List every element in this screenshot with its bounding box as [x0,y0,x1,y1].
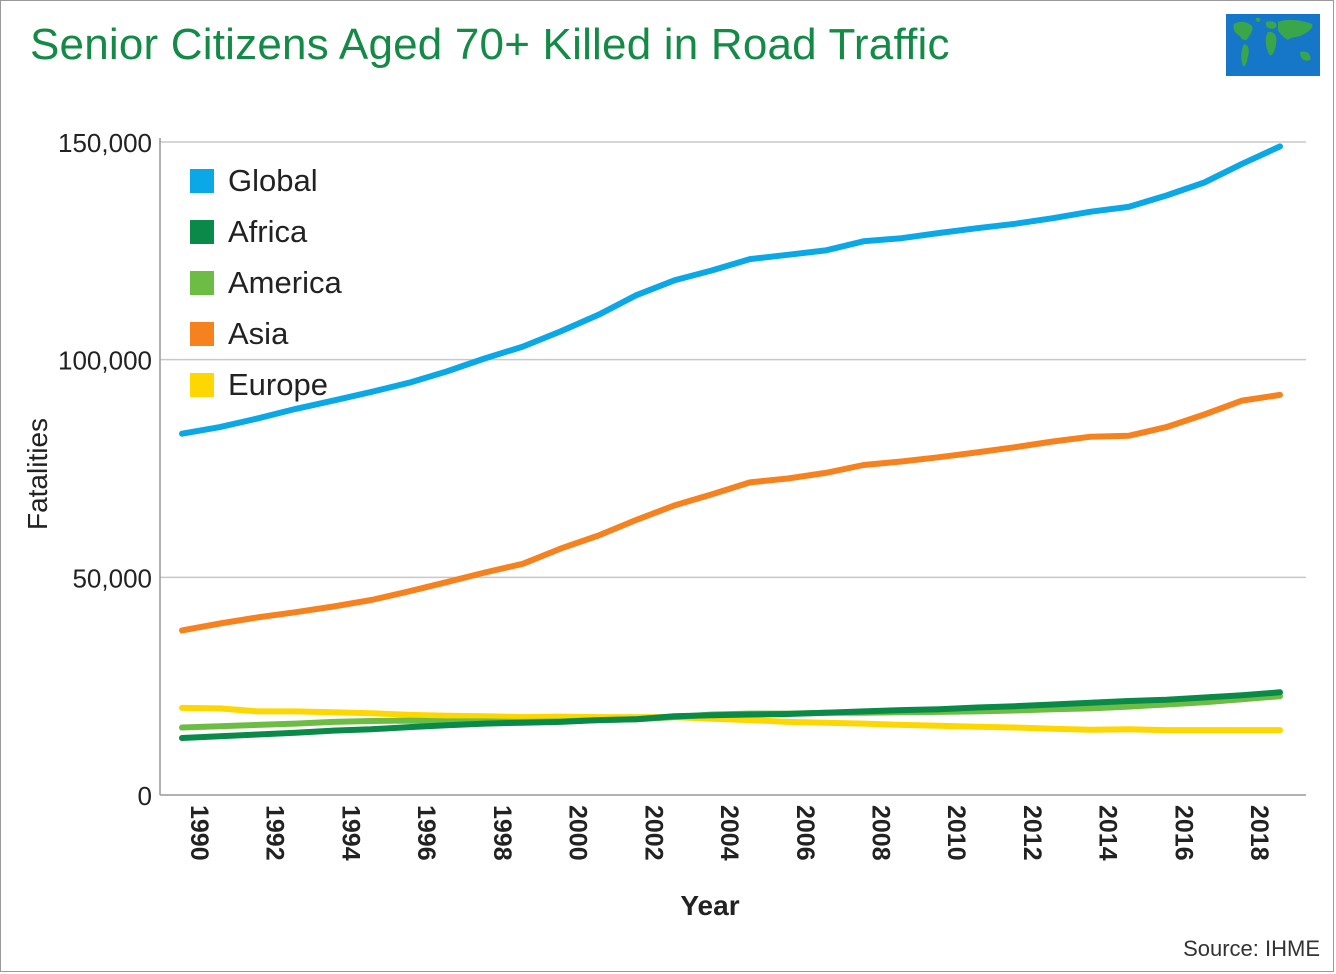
x-tick-label: 2018 [1245,805,1273,861]
world-map-icon [1226,14,1320,76]
legend-swatch-europe [190,372,214,397]
x-tick-label: 2000 [564,805,592,861]
x-tick-label: 2010 [942,805,970,861]
y-tick-label: 0 [138,781,152,811]
x-tick-label: 1998 [488,805,516,861]
legend-item-africa: Africa [190,206,342,257]
chart-title: Senior Citizens Aged 70+ Killed in Road … [30,20,950,69]
y-tick-label: 50,000 [72,563,152,593]
axes [159,138,1306,796]
x-tick-label: 2014 [1094,805,1122,861]
legend-item-global: Global [190,155,342,206]
legend-label-africa: Africa [228,213,308,249]
legend-swatch-africa [190,219,214,244]
legend-swatch-global [190,168,214,193]
x-tick-label: 2016 [1169,805,1197,861]
series-line-asia [179,391,1283,634]
x-tick-label: 1994 [336,805,364,861]
y-tick-label: 100,000 [58,346,152,376]
x-tick-label: 1996 [412,805,440,861]
series-line-africa [179,689,1283,741]
legend-label-america: America [228,264,342,300]
legend-item-asia: Asia [190,308,342,359]
legend-label-europe: Europe [228,366,328,402]
legend-label-asia: Asia [228,315,289,351]
legend: Global Africa America Asia Europe [190,155,342,410]
series-line-europe [179,704,1283,734]
x-tick-labels: 1990 1992 1994 1996 1998 2000 2002 2004 2006 2008… [185,805,1273,861]
x-tick-label: 1992 [261,805,289,861]
series-line-global [179,143,1283,437]
y-axis-label: Fatalities [22,417,53,531]
x-tick-label: 2002 [639,805,667,861]
x-tick-label: 2008 [867,805,895,861]
legend-item-america: America [190,257,342,308]
series-lines [179,143,1283,741]
x-tick-label: 2004 [715,805,743,861]
x-tick-label: 2012 [1018,805,1046,861]
x-tick-label: 2006 [791,805,819,861]
x-axis-label: Year [680,890,740,921]
x-tick-label: 1990 [185,805,213,861]
legend-swatch-asia [190,321,214,346]
gridlines [160,141,1306,579]
y-tick-label: 150,000 [58,128,152,158]
y-tick-labels: 0 50,000 100,000 150,000 [58,128,152,811]
legend-item-europe: Europe [190,359,342,410]
legend-swatch-america [190,270,214,295]
legend-label-global: Global [228,162,318,198]
source-note: Source: IHME [1183,936,1320,961]
